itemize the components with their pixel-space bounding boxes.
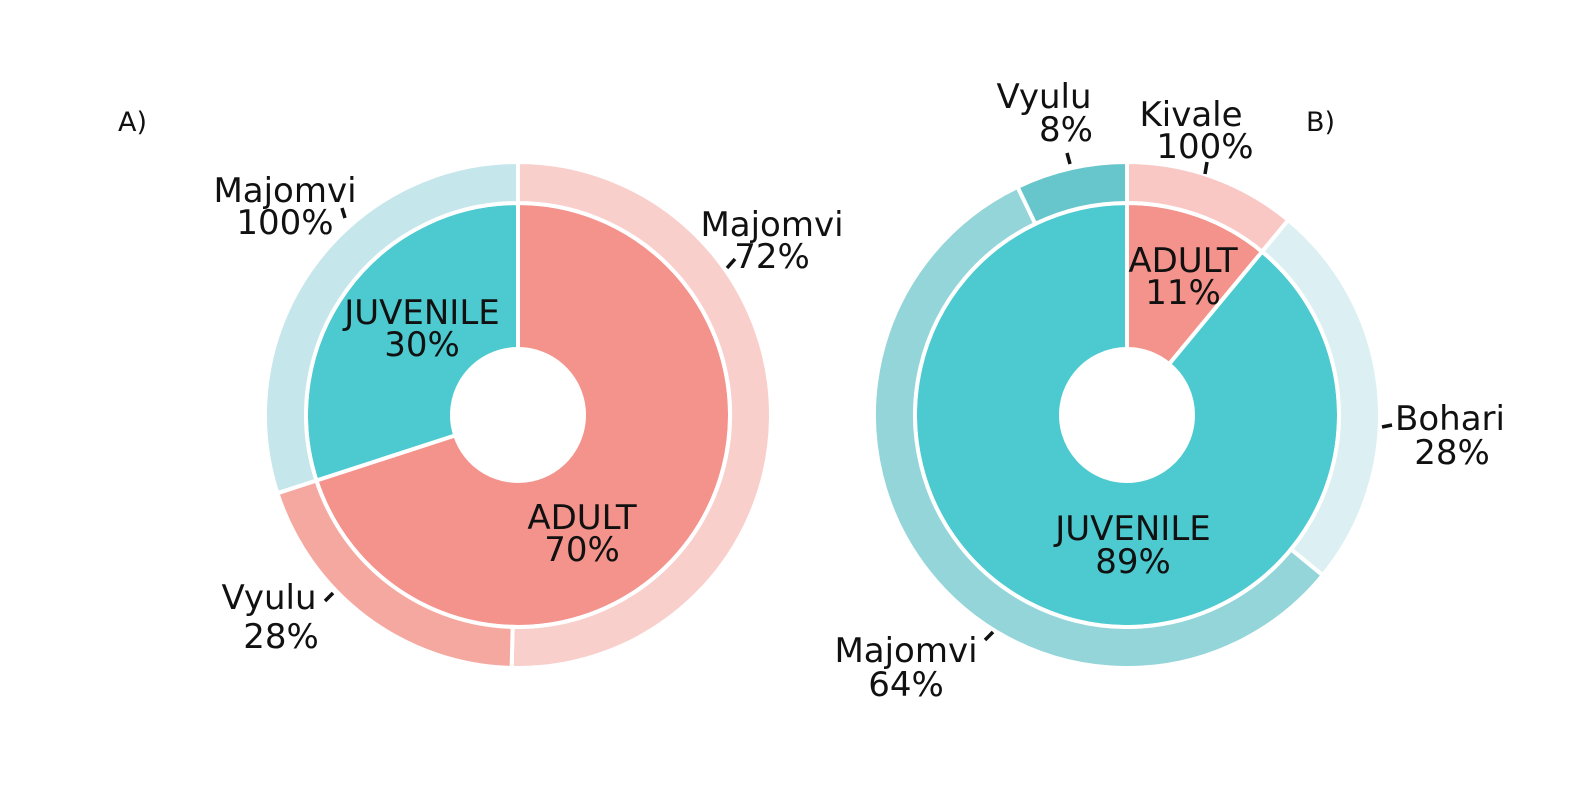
outer-name-b-majomvi: Majomvi (834, 631, 977, 671)
outer-name-a-adult-vyulu: Vyulu (221, 578, 316, 618)
slices-a (262, 159, 773, 670)
leader-b-vyulu (1065, 152, 1072, 165)
inner-value-a-juvenile: 30% (384, 325, 460, 365)
outer-name-b-vyulu: Vyulu (996, 77, 1091, 117)
outer-name-b-kivale: Kivale (1139, 95, 1242, 135)
outer-slice-b-juvenile-vyulu (1014, 159, 1129, 227)
outer-value-a-juv-majomvi: 100% (236, 203, 333, 243)
leader-b-majomvi (983, 630, 995, 642)
inner-value-a-adult: 70% (544, 530, 620, 570)
outer-value-b-majomvi: 64% (868, 665, 944, 705)
outer-slice-b-juvenile-majomvi (872, 184, 1326, 670)
inner-name-b-adult: ADULT (1128, 241, 1238, 281)
leader-b-bohari (1381, 423, 1393, 429)
outer-value-a-adult-majomvi: 72% (734, 237, 810, 277)
panel-label-a: A) (118, 107, 147, 138)
leader-b-kivale (1203, 161, 1209, 175)
outer-value-b-vyulu: 8% (1039, 110, 1093, 150)
outer-name-a-adult-majomvi: Majomvi (700, 205, 843, 245)
inner-name-a-juvenile: JUVENILE (342, 293, 500, 333)
chart-b: B) ADULT 11% JUVENILE 89% Vyulu 8% Kival… (834, 77, 1505, 705)
outer-value-a-adult-vyulu: 28% (243, 617, 319, 657)
outer-value-b-bohari: 28% (1414, 433, 1490, 473)
inner-value-b-adult: 11% (1145, 273, 1221, 313)
outer-slice-a-juvenile-majomvi (262, 159, 520, 496)
outer-value-b-kivale: 100% (1156, 127, 1253, 167)
chart-a: A) JUVENILE 30% ADULT 70% Majomvi 100% M… (118, 107, 844, 670)
slices-b (872, 159, 1382, 670)
leader-a-adult-vyulu (323, 591, 335, 603)
inner-value-b-juvenile: 89% (1095, 542, 1171, 582)
outer-name-a-juv-majomvi: Majomvi (213, 171, 356, 211)
outer-name-b-bohari: Bohari (1395, 399, 1505, 439)
inner-name-a-adult: ADULT (527, 498, 637, 538)
leader-a-adult-majomvi (725, 257, 737, 270)
outer-slice-a-adult-majomvi (509, 159, 773, 670)
leader-a-juv-majomvi (340, 207, 347, 219)
inner-name-b-juvenile: JUVENILE (1053, 509, 1211, 549)
panel-label-b: B) (1306, 107, 1335, 138)
